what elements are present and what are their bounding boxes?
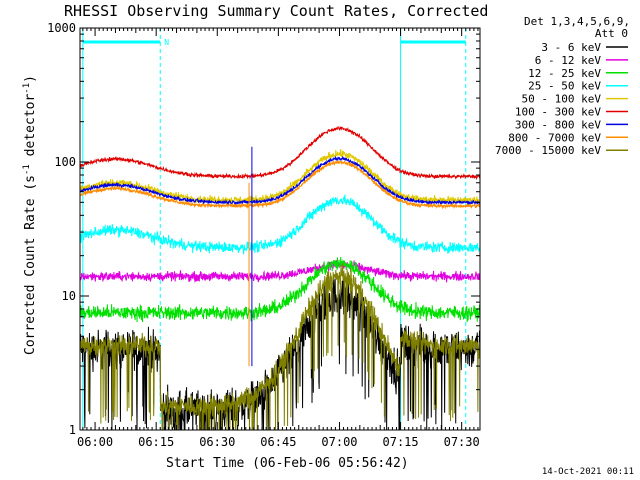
series-line	[80, 263, 480, 430]
legend-header-line-1: Det 1,3,4,5,6,9,	[524, 15, 630, 28]
legend-label: 800 - 7000 keV	[508, 131, 601, 144]
series-line	[80, 155, 480, 206]
legend-label: 7000 - 15000 keV	[495, 144, 601, 157]
chart-title: RHESSI Observing Summary Count Rates, Co…	[64, 2, 488, 20]
series-line	[80, 194, 480, 255]
x-tick-label: 06:15	[138, 435, 174, 449]
y-axis-label: Corrected Count Rate (s-1 detector-1)	[22, 75, 38, 355]
series-line	[80, 125, 480, 181]
x-tick-label: 07:00	[321, 435, 357, 449]
legend-header-line-2: Att 0	[595, 27, 628, 40]
x-axis-label: Start Time (06-Feb-06 05:56:42)	[166, 456, 409, 471]
x-tick-label: 06:45	[260, 435, 296, 449]
series-line	[80, 257, 480, 323]
x-tick-label: 06:00	[77, 435, 113, 449]
legend-label: 12 - 25 keV	[528, 67, 601, 80]
y-tick-label: 1	[69, 423, 76, 437]
series-group: N	[80, 28, 480, 430]
y-tick-label: 10	[62, 289, 76, 303]
legend-label: 300 - 800 keV	[515, 118, 601, 131]
flag-label: N	[164, 38, 169, 47]
series-line	[80, 276, 480, 430]
footer-date: 14-Oct-2021 00:11	[542, 467, 634, 477]
x-tick-label: 07:30	[444, 435, 480, 449]
series-line	[80, 259, 480, 283]
y-tick-label: 1000	[47, 21, 76, 35]
y-tick-label: 100	[54, 155, 76, 169]
plot-area: N 1 10 100 1000 06:00 06:15 06:30 06:45 07:00 07:1…	[47, 21, 481, 449]
plot-frame	[79, 27, 481, 431]
legend-label: 6 - 12 keV	[535, 54, 602, 67]
x-tick-label: 06:30	[199, 435, 235, 449]
legend-label: 100 - 300 keV	[515, 106, 601, 119]
legend-label: 25 - 50 keV	[528, 80, 601, 93]
legend-label: 50 - 100 keV	[522, 93, 602, 106]
legend-label: 3 - 6 keV	[541, 41, 601, 54]
series-line	[80, 160, 480, 210]
x-tick-label: 07:15	[383, 435, 419, 449]
